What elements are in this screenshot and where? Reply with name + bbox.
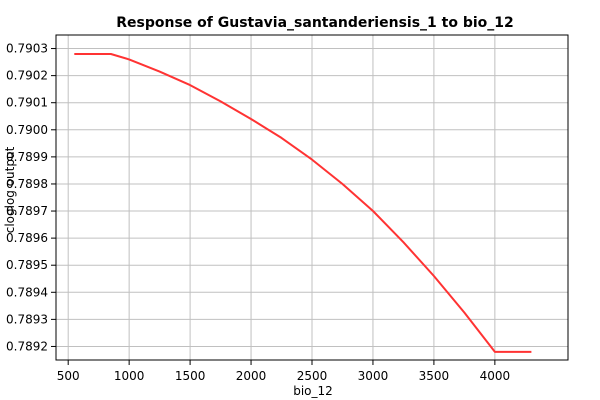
- series-layer: [74, 53, 532, 353]
- y-tick-label: 0.7901: [6, 96, 48, 110]
- x-tick-label: 2500: [297, 369, 328, 383]
- chart-title: Response of Gustavia_santanderiensis_1 t…: [116, 15, 514, 31]
- x-tick-label: 4000: [480, 369, 511, 383]
- y-tick-label: 0.7896: [6, 231, 48, 245]
- y-tick-label: 0.7894: [6, 285, 48, 299]
- x-tick-label: 500: [57, 369, 80, 383]
- y-tick-label: 0.7899: [6, 150, 48, 164]
- x-axis: 500 1000 1500 2000 2500 3000 3500 4000: [57, 360, 510, 383]
- grid: [56, 35, 568, 360]
- x-axis-label: bio_12: [293, 384, 333, 398]
- x-tick-label: 3000: [358, 369, 389, 383]
- x-tick-label: 1000: [114, 369, 145, 383]
- y-tick-label: 0.7903: [6, 42, 48, 56]
- y-tick-label: 0.7898: [6, 177, 48, 191]
- x-tick-label: 3500: [419, 369, 450, 383]
- series-line: [74, 53, 532, 353]
- y-tick-label: 0.7897: [6, 204, 48, 218]
- y-axis-label: cloglog output: [3, 146, 17, 233]
- y-tick-label: 0.7892: [6, 339, 48, 353]
- y-tick-label: 0.7902: [6, 69, 48, 83]
- y-tick-label: 0.7893: [6, 312, 48, 326]
- x-tick-label: 1500: [175, 369, 206, 383]
- y-axis: 0.7892 0.7893 0.7894 0.7895 0.7896 0.7897 0.78…: [6, 42, 56, 353]
- y-tick-label: 0.7895: [6, 258, 48, 272]
- x-tick-label: 2000: [236, 369, 267, 383]
- y-tick-label: 0.7900: [6, 123, 48, 137]
